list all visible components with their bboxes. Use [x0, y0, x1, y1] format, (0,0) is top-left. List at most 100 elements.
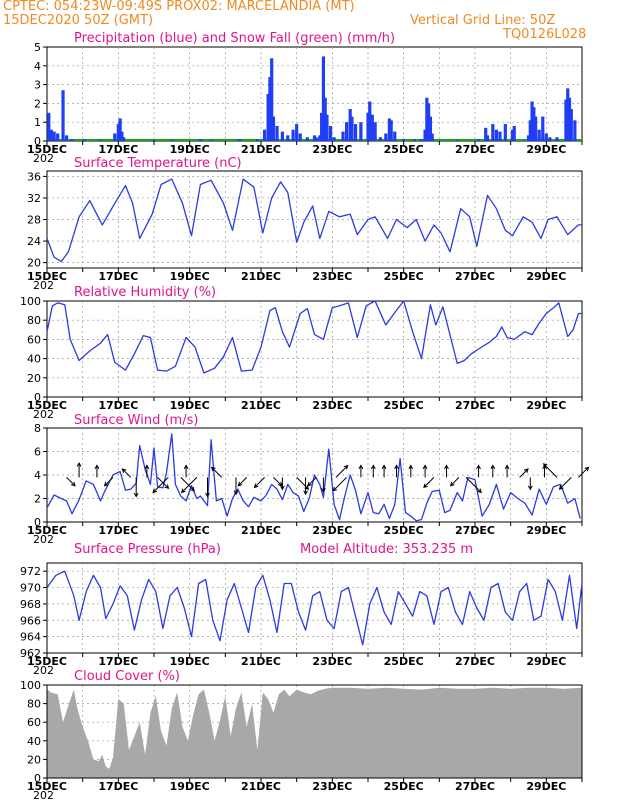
wind-ytick-label: 2	[34, 493, 41, 506]
cloud-xtick-label: 19DEC	[170, 780, 210, 793]
pressure-xtick-label: 27DEC	[455, 655, 495, 668]
precip-bar	[544, 133, 548, 141]
wind-direction-arrow	[394, 464, 399, 478]
header-grid-line-note: Vertical Grid Line: 50Z	[410, 13, 556, 28]
wind-direction-arrow	[449, 477, 460, 487]
precip-xtick-label: 27DEC	[455, 143, 495, 156]
precip-bar	[555, 137, 559, 141]
cloud-xtick-label: 17DEC	[98, 780, 138, 793]
precip-xtick-label: 21DEC	[241, 143, 281, 156]
cloud-xtick-label: 25DEC	[384, 780, 424, 793]
humidity-year-fragment: 202	[33, 408, 54, 421]
humidity-xtick-label: 19DEC	[170, 399, 210, 412]
cloud-ytick-label: 0	[34, 772, 41, 785]
wind-xtick-label: 23DEC	[312, 524, 352, 537]
precip-xtick-label: 23DEC	[312, 143, 352, 156]
pressure-ytick-label: 964	[20, 631, 41, 644]
pressure-xtick-label: 21DEC	[241, 655, 281, 668]
precip-bar	[332, 137, 336, 141]
wind-xtick-label: 29DEC	[526, 524, 566, 537]
precip-bar	[503, 124, 507, 141]
cloud-xtick-label: 27DEC	[455, 780, 495, 793]
precip-bar	[528, 120, 532, 141]
precip-bar	[116, 124, 120, 141]
wind-direction-arrow	[205, 477, 210, 498]
temperature-panel: 20 24 28 32 36 15DEC 17DEC 19DEC 21DEC 23DEC 25DEC…	[27, 156, 583, 292]
wind-direction-arrow	[233, 477, 239, 496]
humidity-title: Relative Humidity (%)	[74, 285, 216, 300]
wind-direction-arrow	[465, 477, 482, 494]
precip-bar	[65, 135, 69, 141]
precip-bar	[430, 133, 434, 141]
humidity-ytick-label: 100	[20, 295, 41, 308]
precip-bar	[373, 122, 377, 141]
humidity-series-line	[46, 300, 582, 374]
wind-direction-arrow	[121, 468, 132, 478]
precip-bar	[534, 116, 538, 141]
wind-ytick-label: 6	[34, 446, 41, 459]
wind-direction-arrow	[519, 468, 529, 478]
temperature-xtick-label: 15DEC	[27, 270, 67, 283]
precip-bar	[537, 129, 541, 141]
precip-bar	[305, 137, 309, 141]
cloud-panel: 0 20 40 60 80 100 15DEC 17DEC 19DEC 21DEC 23DEC 25D…	[20, 669, 583, 800]
temperature-series-line	[46, 178, 582, 263]
precip-bar	[152, 140, 156, 141]
pressure-panel: 962 964 966 968 970 972 15DEC 17DEC 19DEC 21DEC 23…	[20, 542, 583, 677]
precip-bar	[494, 129, 498, 141]
precip-bar	[569, 109, 573, 141]
pressure-series-line	[46, 570, 583, 646]
precip-bar	[370, 114, 374, 141]
precip-bar	[345, 122, 349, 141]
wind-direction-arrow	[423, 477, 435, 489]
temperature-xtick-label: 17DEC	[98, 270, 138, 283]
humidity-xtick-label: 17DEC	[98, 399, 138, 412]
wind-direction-arrow	[476, 464, 481, 478]
wind-direction-arrow	[210, 466, 223, 478]
pressure-ytick-label: 966	[20, 614, 41, 627]
pressure-xtick-label: 17DEC	[98, 655, 138, 668]
humidity-frame	[46, 300, 583, 398]
precip-bar	[532, 107, 536, 141]
precip-bar	[510, 129, 515, 141]
wind-direction-arrow	[358, 464, 364, 478]
precip-bar	[325, 114, 329, 141]
cloud-year-fragment: 202	[33, 789, 54, 800]
precip-bar	[262, 129, 267, 141]
wind-direction-arrow	[303, 477, 308, 496]
wind-direction-arrow	[253, 477, 265, 489]
precip-bar	[564, 99, 568, 141]
wind-ytick-label: 4	[34, 469, 41, 482]
temperature-xtick-label: 19DEC	[170, 270, 210, 283]
precip-bar	[427, 103, 431, 141]
pressure-xtick-label: 23DEC	[312, 655, 352, 668]
precip-bar	[271, 116, 276, 141]
precip-bar	[52, 131, 56, 141]
precip-xtick-label: 19DEC	[170, 143, 210, 156]
wind-direction-arrow	[335, 464, 349, 478]
humidity-xtick-label: 25DEC	[384, 399, 424, 412]
wind-direction-arrow	[527, 477, 533, 491]
cloud-xtick-label: 29DEC	[526, 780, 566, 793]
temperature-xtick-label: 21DEC	[241, 270, 281, 283]
precip-bar	[56, 133, 60, 141]
wind-direction-arrow	[542, 463, 558, 478]
precip-bar	[512, 125, 516, 141]
precip-bar	[384, 133, 388, 141]
precip-bar	[389, 120, 393, 141]
wind-direction-arrow	[307, 477, 317, 487]
precip-bar	[530, 101, 534, 141]
precip-bar	[255, 139, 260, 141]
precip-bar	[368, 101, 372, 141]
precip-bar	[286, 135, 290, 141]
precip-bar	[270, 58, 274, 141]
cloud-ytick-label: 40	[27, 735, 41, 748]
precip-bar	[541, 116, 545, 141]
wind-title: Surface Wind (m/s)	[74, 413, 198, 428]
temperature-ytick-label: 32	[27, 192, 41, 205]
precip-xtick-label: 29DEC	[526, 143, 566, 156]
wind-direction-arrow	[183, 464, 189, 478]
humidity-xtick-label: 29DEC	[526, 399, 566, 412]
precip-bar	[455, 140, 459, 141]
